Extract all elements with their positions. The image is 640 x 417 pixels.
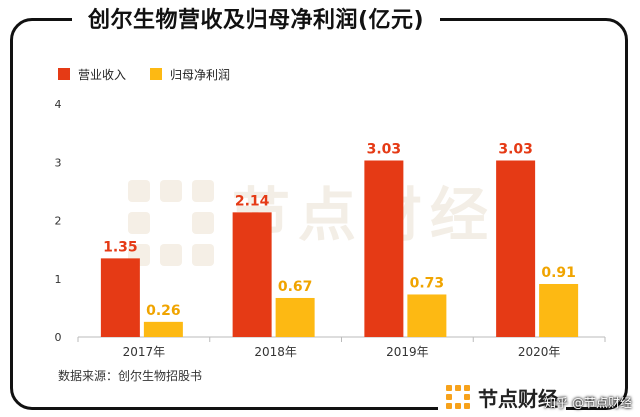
legend-item-profit: 归母净利润 bbox=[150, 66, 230, 83]
data-label-profit: 0.91 bbox=[541, 265, 576, 281]
data-label-profit: 0.73 bbox=[410, 275, 445, 291]
credit-watermark: 知乎 @节点财经 bbox=[544, 396, 632, 410]
bar-revenue bbox=[496, 160, 536, 337]
x-tick-label: 2017年 bbox=[123, 345, 166, 359]
data-label-revenue: 3.03 bbox=[498, 142, 533, 158]
bar-profit bbox=[143, 321, 183, 337]
y-tick-label: 1 bbox=[55, 273, 62, 286]
watermark-text: 节点财经 bbox=[232, 181, 497, 249]
x-tick-label: 2019年 bbox=[386, 345, 429, 359]
legend-label-revenue: 营业收入 bbox=[78, 67, 127, 82]
bar-profit bbox=[407, 294, 447, 337]
bar-profit bbox=[539, 283, 579, 337]
data-label-profit: 0.26 bbox=[146, 303, 181, 319]
bar-revenue bbox=[232, 212, 272, 337]
y-tick-label: 4 bbox=[55, 98, 62, 111]
brand-footer: 节点财经 bbox=[438, 382, 566, 412]
bar-revenue bbox=[364, 160, 404, 337]
legend-item-revenue: 营业收入 bbox=[58, 66, 126, 83]
y-tick-label: 2 bbox=[55, 215, 62, 228]
x-tick-label: 2020年 bbox=[518, 345, 561, 359]
bar-revenue bbox=[100, 258, 140, 337]
y-tick-label: 0 bbox=[55, 331, 62, 344]
bar-profit bbox=[275, 297, 315, 337]
data-label-revenue: 3.03 bbox=[367, 142, 402, 158]
legend-swatch-profit bbox=[150, 68, 163, 80]
y-tick-label: 3 bbox=[55, 156, 62, 169]
x-tick-label: 2018年 bbox=[254, 345, 297, 359]
data-label-revenue: 1.35 bbox=[103, 239, 138, 255]
brand-name: 节点财经 bbox=[478, 386, 558, 411]
data-label-profit: 0.67 bbox=[278, 279, 313, 295]
page-title: 创尔生物营收及归母净利润(亿元) bbox=[72, 4, 441, 38]
data-label-revenue: 2.14 bbox=[235, 193, 270, 209]
legend-label-profit: 归母净利润 bbox=[170, 67, 231, 82]
data-source-note: 数据来源：创尔生物招股书 bbox=[58, 369, 203, 383]
legend-swatch-revenue bbox=[58, 68, 70, 80]
chart-legend: 营业收入 归母净利润 bbox=[58, 64, 254, 84]
brand-logo-icon bbox=[446, 385, 470, 409]
